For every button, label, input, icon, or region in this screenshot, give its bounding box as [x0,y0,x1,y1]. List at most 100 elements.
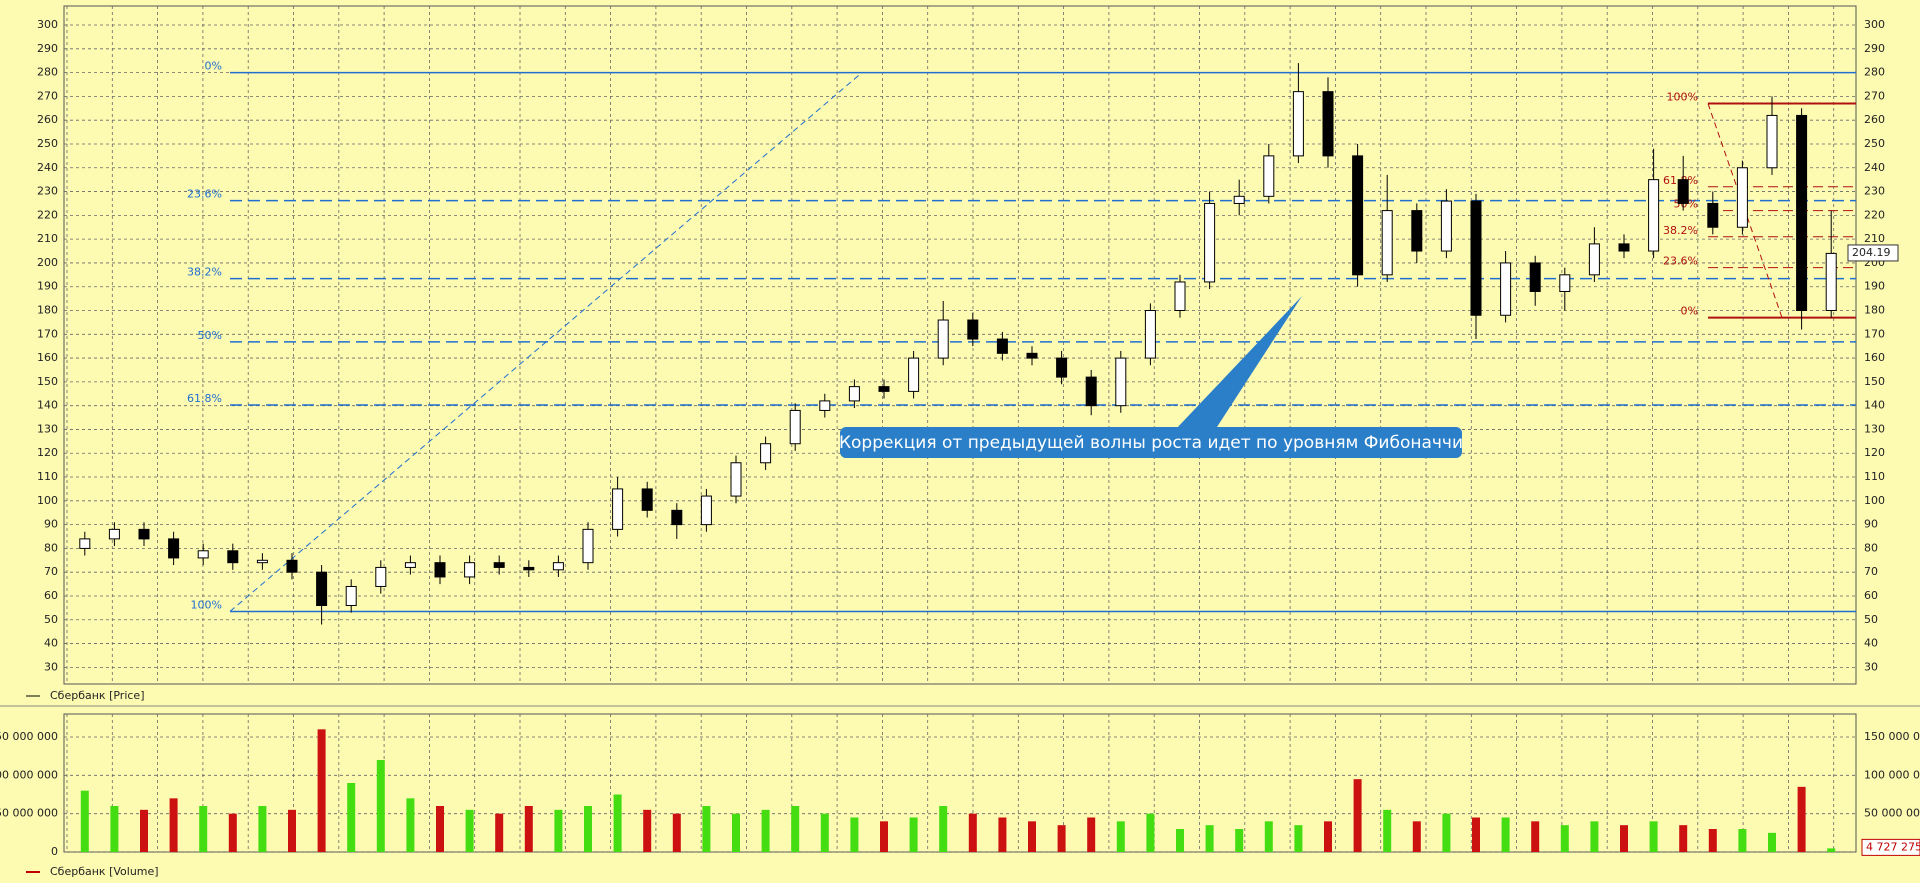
volume-bar [1205,825,1214,852]
volume-bar [110,806,119,852]
volume-bar [169,798,178,852]
candle-body [493,562,505,568]
candle-body [967,319,979,340]
candle-body [523,566,535,571]
volume-bar [376,760,385,852]
candle-body [375,566,387,587]
candle-body [700,495,712,526]
candle-body [1440,200,1452,252]
y-tick-label-right: 270 [1864,89,1885,102]
y-tick-label: 210 [37,232,58,245]
y-tick-label-right: 140 [1864,399,1885,412]
annotation-box [840,427,1462,458]
y-tick-label: 260 [37,113,58,126]
annotation-pointer [1175,296,1302,430]
candle-body [1559,274,1571,292]
volume-bar [1294,825,1303,852]
y-tick-label: 220 [37,208,58,221]
volume-bar [436,806,444,852]
volume-bar [1679,825,1688,852]
volume-bar [761,809,770,852]
y-tick-label-right: 100 000 000 [1864,768,1920,781]
volume-bar [1146,813,1155,852]
last-price-tag: 204.19 [1847,244,1899,262]
volume-bar [672,813,681,852]
fib-label: 23.6% [187,188,222,201]
volume-bar [1324,821,1332,852]
y-tick-label: 140 [37,399,58,412]
y-tick-label: 30 [44,660,58,673]
y-tick-label-right: 120 [1864,446,1885,459]
candle-body [138,528,150,540]
candle-body [878,386,890,392]
fib-label-2: 0% [1681,305,1698,318]
y-tick-label: 300 [37,18,58,31]
candle-body [1470,200,1482,316]
y-tick-label-right: 290 [1864,42,1885,55]
y-tick-label-right: 50 000 000 [1864,807,1920,820]
last-volume-label: 4 727 275 [1866,840,1920,853]
volume-bar [1768,832,1776,852]
fib-trend [229,72,863,612]
candle-body [848,386,860,402]
candle-body [79,538,91,549]
candle-body [996,338,1008,354]
candle-body [1381,210,1393,276]
y-tick-label: 100 [37,494,58,507]
y-tick-label: 290 [37,42,58,55]
candle-body [197,550,209,559]
volume-bar [347,783,356,852]
candle-body [345,585,357,606]
candle-body [1174,281,1186,312]
candle-body [1322,91,1334,157]
y-tick-label-right: 110 [1864,470,1885,483]
fib-label-2: 38.2% [1663,224,1698,237]
y-tick-label-right: 150 [1864,375,1885,388]
y-tick-label-right: 100 [1864,494,1885,507]
y-tick-label: 110 [37,470,58,483]
y-tick-label-right: 160 [1864,351,1885,364]
candle-body [730,462,742,497]
y-tick-label: 150 [37,375,58,388]
y-tick-label-right: 50 [1864,613,1878,626]
volume-bar [850,817,859,852]
y-tick-label-right: 70 [1864,565,1878,578]
candle-body [1026,352,1038,359]
candle-body [227,550,239,564]
fib-label: 100% [191,598,222,611]
candle-body [552,562,564,571]
volume-bar [998,817,1007,852]
y-tick-label-right: 240 [1864,161,1885,174]
y-tick-label: 150 000 000 [0,730,58,743]
candle-body [1352,155,1364,276]
candle-body [404,562,416,568]
volume-bar [584,806,592,852]
volume-bar [228,813,237,852]
y-tick-label: 200 [37,256,58,269]
volume-bar [524,806,533,852]
y-tick-label: 0 [51,845,58,858]
volume-bar [820,813,829,852]
volume-bar [702,806,711,852]
plot-area [63,5,1857,685]
candle-body [1825,252,1837,312]
volume-bar [1590,821,1599,852]
volume-bar [406,798,415,852]
volume-bar [80,790,89,852]
volume-bar [1176,829,1184,852]
y-tick-label: 40 [44,637,58,650]
y-tick-label-right: 230 [1864,185,1885,198]
y-tick-label: 80 [44,541,58,554]
fib-label: 50% [198,329,222,342]
volume-bar [140,809,148,852]
volume-bar [1057,825,1066,852]
y-tick-label-right: 90 [1864,518,1878,531]
volume-bar [1412,821,1421,852]
y-tick-label-right: 280 [1864,66,1885,79]
y-tick-label: 130 [37,422,58,435]
volume-bar [554,809,563,852]
volume-bar [791,806,800,852]
candle-body [1056,357,1068,378]
y-tick-label-right: 130 [1864,422,1885,435]
